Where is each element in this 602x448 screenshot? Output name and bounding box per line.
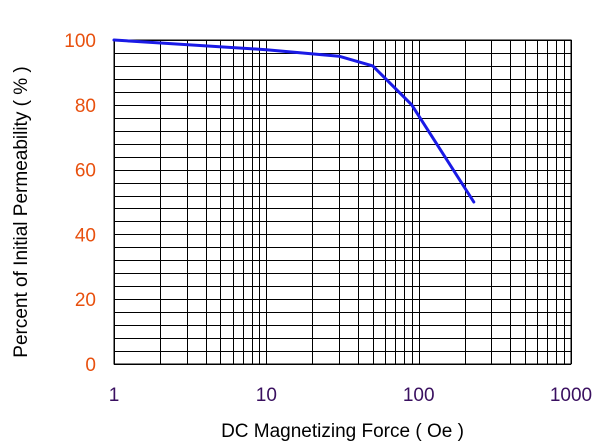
x-tick-label: 10 (256, 385, 277, 406)
series-line (112, 38, 476, 204)
x-tick-labels: 1 10 100 1000 (109, 385, 592, 406)
y-tick-label: 100 (64, 31, 96, 52)
y-tick-label: 0 (85, 355, 96, 376)
chart-grid (114, 40, 572, 365)
y-tick-labels: 0 20 40 60 80 100 (64, 31, 96, 376)
x-axis-label: DC Magnetizing Force ( Oe ) (221, 421, 464, 442)
y-tick-label: 80 (75, 96, 96, 117)
plot-frame (113, 39, 572, 365)
y-tick-label: 40 (75, 225, 96, 246)
y-tick-label: 20 (75, 290, 96, 311)
x-tick-label: 1000 (550, 385, 592, 406)
y-tick-label: 60 (75, 161, 96, 182)
x-tick-label: 100 (403, 385, 435, 406)
x-tick-label: 1 (109, 385, 120, 406)
y-axis-label: Percent of Initial Permeability ( % ) (11, 66, 32, 357)
chart-series (112, 38, 476, 204)
